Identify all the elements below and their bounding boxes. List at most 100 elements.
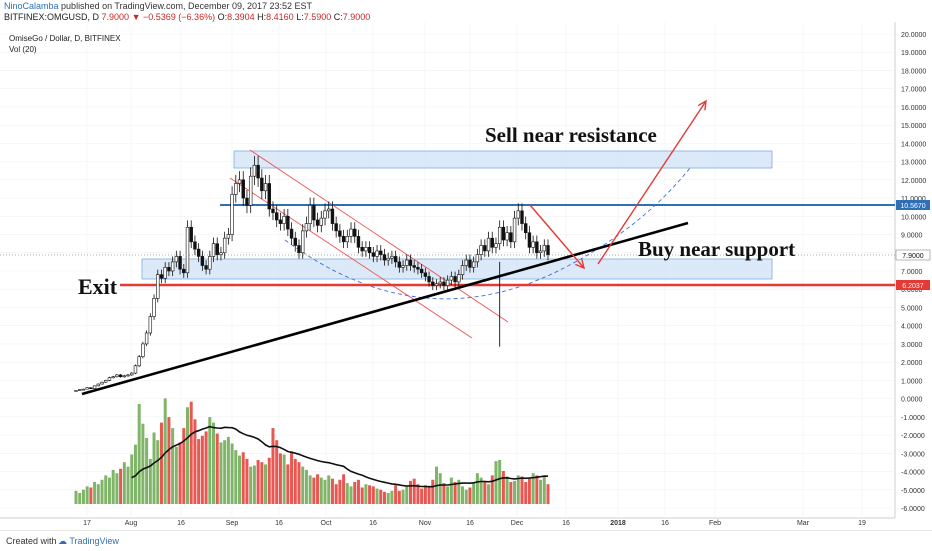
- time-tick-label: 16: [177, 520, 185, 527]
- candle-body: [323, 210, 327, 219]
- time-tick-label: Nov: [419, 520, 432, 527]
- down-arrow-icon: ▼: [131, 12, 141, 22]
- candle-body: [85, 387, 89, 390]
- volume-bar: [461, 486, 465, 504]
- candle-body: [453, 276, 457, 283]
- volume-bar: [204, 431, 208, 504]
- volume-bar: [133, 444, 137, 504]
- candle-body: [152, 298, 156, 317]
- volume-bar: [267, 457, 271, 504]
- time-tick-label: 17: [83, 520, 91, 527]
- volume-bar: [252, 465, 256, 504]
- volume-bar: [505, 476, 509, 504]
- candle-body: [182, 268, 186, 274]
- candle-body: [100, 381, 104, 385]
- candle-body: [531, 241, 535, 248]
- volume-bar: [353, 482, 357, 504]
- sell-down-arrow: [529, 204, 584, 268]
- candle-body: [349, 228, 353, 237]
- volume-bar: [219, 442, 223, 504]
- volume-bar: [539, 479, 543, 504]
- volume-bar: [379, 489, 383, 504]
- volume-bar: [405, 486, 409, 504]
- created-with-text: Created with: [6, 536, 57, 546]
- volume-bar: [230, 443, 234, 504]
- volume-bar: [416, 484, 420, 504]
- resistance-zone[interactable]: [233, 150, 773, 169]
- channel-upper-line[interactable]: [249, 149, 509, 323]
- candle-body: [427, 276, 431, 283]
- ohlc-readout: BITFINEX:OMGUSD, D 7.9000 ▼ −0.5369 (−6.…: [4, 12, 370, 22]
- candle-body: [141, 343, 145, 357]
- candle-body: [74, 390, 78, 392]
- candle-body: [367, 247, 372, 254]
- author-link[interactable]: NinoCalamba: [4, 1, 59, 11]
- support-zone[interactable]: [141, 258, 773, 280]
- price-tick-label: 13.0000: [901, 160, 926, 167]
- candle-body: [115, 374, 119, 378]
- volume-bar: [472, 483, 476, 504]
- price-axis[interactable]: 20.0000 19.0000 18.0000 17.0000 16.0000 15.00…: [901, 32, 926, 513]
- volume-title: Vol (20): [9, 45, 37, 54]
- volume-bar: [427, 486, 431, 504]
- volume-bar: [368, 485, 372, 504]
- candle-body: [401, 265, 405, 268]
- candle-body: [297, 245, 301, 254]
- volume-bar: [382, 491, 386, 504]
- volume-bar: [375, 488, 379, 504]
- candle-body: [178, 256, 182, 270]
- candle-body: [174, 256, 179, 263]
- candle-body: [408, 259, 413, 266]
- volume-bar: [524, 482, 528, 504]
- candle-body: [341, 236, 346, 243]
- volume-bar: [316, 474, 320, 504]
- volume-bar: [516, 475, 520, 504]
- close-value: 7.9000: [342, 12, 371, 22]
- price-tick-label: 17.0000: [901, 87, 926, 94]
- volume-bar: [275, 440, 279, 504]
- candle-body: [483, 245, 487, 252]
- candle-body: [304, 223, 309, 232]
- candle-body: [293, 237, 297, 246]
- volume-bar: [93, 482, 97, 504]
- candle-body: [148, 316, 153, 334]
- tradingview-logo[interactable]: ☁ TradingView: [58, 536, 119, 546]
- price-chart[interactable]: Sell near resistance Buy near support Ex…: [0, 22, 932, 530]
- volume-bar: [163, 398, 167, 504]
- volume-bar: [509, 482, 513, 504]
- price-change: −0.5369 (−6.36%): [143, 12, 216, 22]
- price-tick-label: 12.0000: [901, 178, 926, 185]
- volume-bar: [475, 473, 479, 504]
- time-tick-label: 2018: [610, 520, 626, 527]
- time-tick-label: 16: [369, 520, 377, 527]
- volume-bar: [85, 486, 89, 504]
- rising-trendline[interactable]: [81, 221, 689, 396]
- rounding-bottom-arc[interactable]: [284, 167, 691, 300]
- candle-body: [364, 247, 368, 252]
- volume-bar: [468, 487, 472, 504]
- volume-bar: [197, 439, 201, 504]
- resistance-price-text: 10.5670: [900, 203, 925, 210]
- candle-body: [327, 208, 331, 212]
- candle-body: [397, 261, 402, 268]
- volume-bar: [264, 464, 268, 504]
- candle-body: [449, 276, 454, 281]
- price-tick-label: 16.0000: [901, 105, 926, 112]
- price-tick-label: 6.0000: [901, 287, 923, 294]
- time-tick-label: Feb: [709, 520, 721, 527]
- candle-body: [215, 243, 219, 255]
- candle-body: [494, 243, 498, 248]
- publish-text: published on TradingView.com, December 0…: [61, 1, 313, 11]
- price-tick-label: 14.0000: [901, 141, 926, 148]
- candle-body: [423, 272, 428, 277]
- time-axis[interactable]: 17 Aug 16 Sep 16 Oct 16 Nov 16 Dec 16 2018 16 Feb Mar 1…: [83, 520, 866, 527]
- price-tick-label: -5.0000: [901, 488, 925, 495]
- volume-bar: [122, 462, 126, 504]
- candle-body: [234, 183, 238, 195]
- volume-bar: [356, 479, 360, 504]
- candle-body: [256, 164, 260, 179]
- publish-info: NinoCalamba published on TradingView.com…: [4, 1, 312, 11]
- volume-bar: [200, 435, 204, 504]
- volume-bar: [137, 403, 141, 504]
- candle-body: [319, 217, 323, 226]
